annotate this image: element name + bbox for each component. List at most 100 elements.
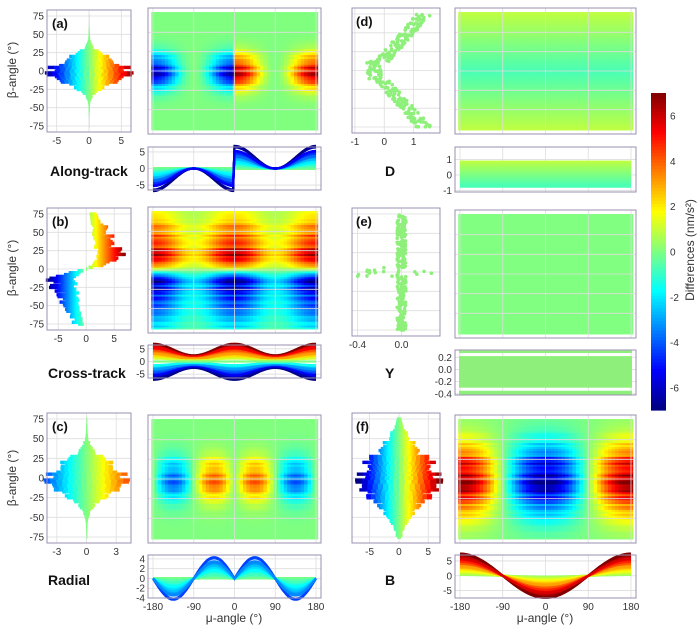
strip-ytick-a: 5 <box>139 147 145 158</box>
heatmap-cell-a <box>304 12 308 14</box>
heatmap-cell-a <box>260 12 264 14</box>
profile-xtick-b: 0 <box>83 334 89 345</box>
heatmap-cell-a <box>311 12 315 14</box>
profile-bar-b <box>102 223 103 226</box>
row-label-b: Cross-track <box>48 365 126 381</box>
profile-bar-b <box>73 280 75 283</box>
profile-bar-a <box>90 40 91 43</box>
profile-bar-a <box>115 64 120 67</box>
heatmap-cell-a <box>270 12 274 14</box>
beta-tick: 75 <box>33 210 45 221</box>
heatmap-cell-a <box>189 12 193 14</box>
profile-xtick-a: 0 <box>86 136 92 147</box>
profile-bar-b <box>113 234 115 237</box>
profile-bar-b <box>83 322 84 325</box>
heatmap-cell-a <box>165 12 169 14</box>
heatmap-cell-a <box>297 12 301 14</box>
panel-label-b: (b) <box>52 214 69 229</box>
beta-tick: 50 <box>33 30 45 41</box>
profile-bar-b <box>78 291 79 294</box>
heatmap-cell-a <box>216 12 220 14</box>
profile-bar-a <box>91 42 92 45</box>
heatmap-cell-a <box>179 12 183 14</box>
heatmap-cell-a <box>308 12 312 14</box>
profile-bar-b <box>107 225 108 228</box>
profile-bar-a <box>124 66 130 69</box>
beta-tick: -50 <box>30 301 45 312</box>
profile-bar-a <box>127 71 134 74</box>
beta-tick: 25 <box>33 246 45 257</box>
heatmap-cell-a <box>250 12 254 14</box>
profile-bar-b <box>109 238 111 241</box>
beta-tick: 0 <box>38 67 44 78</box>
profile-bar-a <box>67 58 71 61</box>
heatmap-cell-a <box>199 12 203 14</box>
heatmap-cell-a <box>294 12 298 14</box>
heatmap-cell-a <box>226 12 230 14</box>
heatmap-cell-a <box>223 12 227 14</box>
profile-bar-a <box>69 55 72 58</box>
profile-bar-a <box>54 66 60 69</box>
profile-bar-b <box>80 311 81 314</box>
strip-ytick-a: 0 <box>139 164 145 175</box>
heatmap-cell-a <box>219 12 223 14</box>
heatmap-cell-a <box>229 12 233 14</box>
heatmap-cell-a <box>253 12 257 14</box>
heatmap-cell-a <box>209 12 213 14</box>
beta-tick: -25 <box>30 85 45 96</box>
beta-tick: 25 <box>33 48 45 59</box>
beta-tick: -75 <box>30 320 45 331</box>
heatmap-cell-a <box>155 12 159 14</box>
profile-bar-a <box>72 55 75 58</box>
heatmap-cell-a <box>182 12 186 14</box>
heatmap-cell-a <box>277 12 281 14</box>
beta-tick: -50 <box>30 103 45 114</box>
profile-bar-b <box>105 231 106 234</box>
profile-bar-a <box>99 51 101 54</box>
heatmap-cell-a <box>202 12 206 14</box>
profile-bar-b <box>113 242 115 245</box>
heatmap-cell-a <box>175 12 179 14</box>
profile-xtick-b: -5 <box>54 334 63 345</box>
heatmap-cell-a <box>162 12 166 14</box>
profile-bar-a <box>89 14 90 17</box>
profile-bar-a <box>59 64 64 67</box>
heatmap-cell-a <box>172 12 176 14</box>
profile-bar-a <box>92 44 93 47</box>
profile-bar-b <box>111 240 113 243</box>
heatmap-cell-a <box>267 12 271 14</box>
profile-bar-b <box>77 297 78 300</box>
heatmap-cell-a <box>236 12 240 14</box>
heatmap-cell-a <box>257 12 261 14</box>
profile-bar-b <box>86 267 87 270</box>
heatmap-cell-a <box>287 12 291 14</box>
profile-xtick-b: 5 <box>111 334 117 345</box>
heatmap-cell-a <box>246 12 250 14</box>
panel-label-a: (a) <box>52 16 68 31</box>
heatmap-cell-a <box>168 12 172 14</box>
heatmap-cell-a <box>291 12 295 14</box>
profile-bar-b <box>83 269 84 272</box>
profile-xtick-a: 5 <box>119 136 125 147</box>
profile-bar-a <box>103 55 106 58</box>
heatmap-cell-a <box>243 12 247 14</box>
heatmap-cell-a <box>206 12 210 14</box>
profile-bar-b <box>124 253 126 256</box>
profile-bar-a <box>100 53 102 56</box>
beta-tick: 75 <box>33 12 45 23</box>
profile-bar-a <box>108 58 112 61</box>
profile-bar-a <box>97 49 99 52</box>
heatmap-cell-a <box>284 12 288 14</box>
heatmap-cell-a <box>263 12 267 14</box>
beta-tick: -75 <box>30 122 45 133</box>
heatmap-cell-a <box>240 12 244 14</box>
heatmap-cell-a <box>212 12 216 14</box>
beta-tick: 50 <box>33 228 45 239</box>
heatmap-cell-a <box>280 12 284 14</box>
heatmap-cell-a <box>158 12 162 14</box>
strip-ytick-a: -5 <box>136 181 145 192</box>
row-label-a: Along-track <box>50 163 128 179</box>
profile-bar-b <box>75 288 77 291</box>
heatmap-cell-a <box>301 12 305 14</box>
